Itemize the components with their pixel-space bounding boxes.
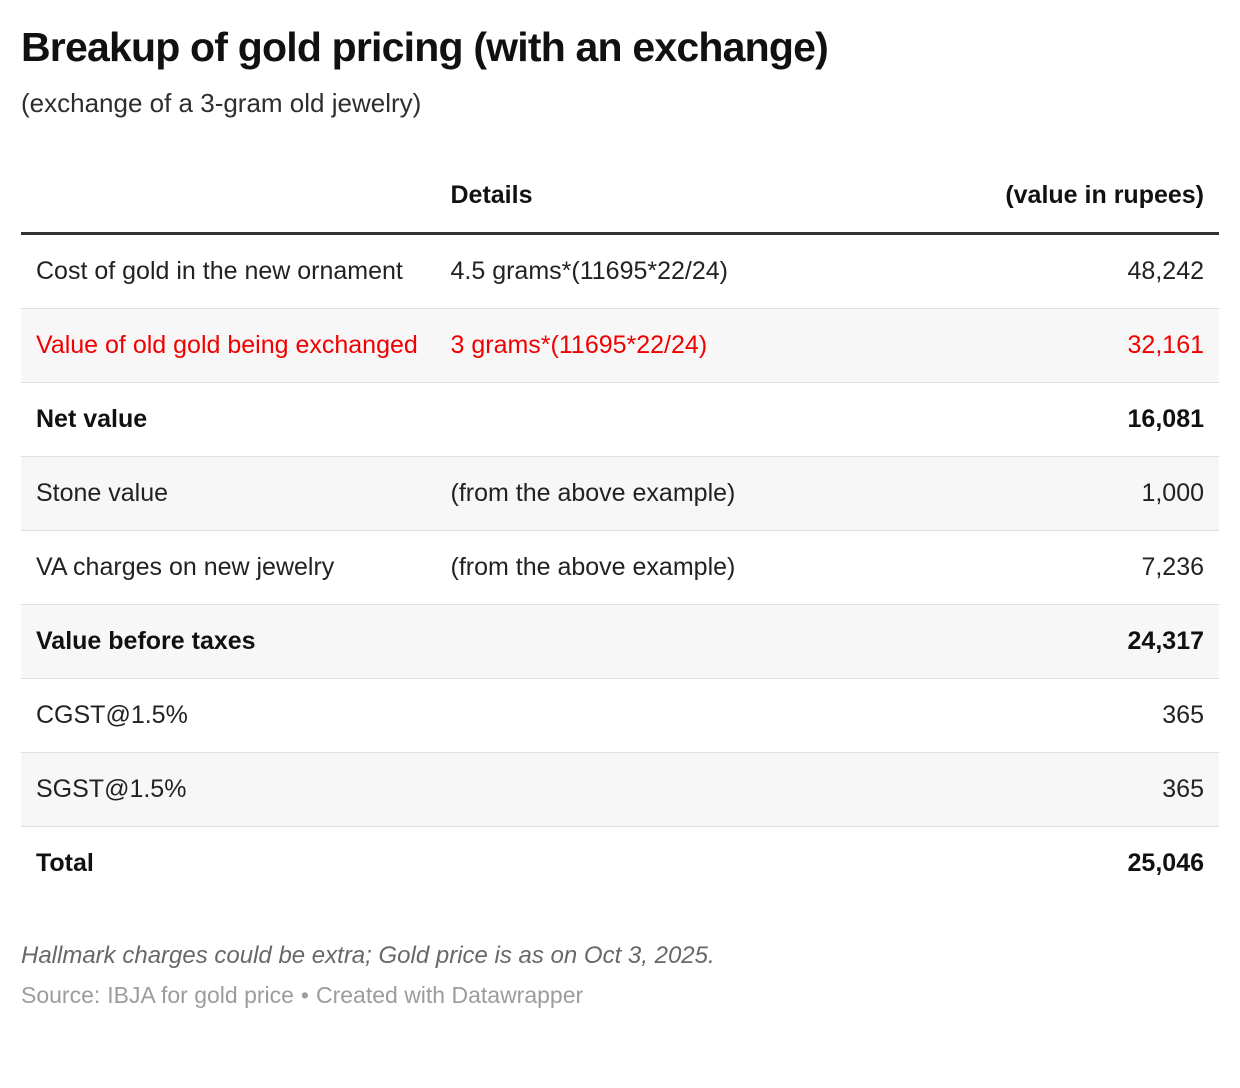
row-value: 365 bbox=[877, 677, 1219, 753]
row-label: VA charges on new jewelry bbox=[21, 529, 436, 605]
row-details: (from the above example) bbox=[435, 455, 878, 531]
table-row: CGST@1.5% 365 bbox=[21, 677, 1219, 753]
table-row: VA charges on new jewelry (from the above… bbox=[21, 529, 1219, 605]
row-label: Value of old gold being exchanged bbox=[21, 307, 436, 383]
column-header-details: Details bbox=[435, 178, 878, 235]
table-row: Stone value (from the above example) 1,000 bbox=[21, 455, 1219, 531]
row-label: SGST@1.5% bbox=[21, 751, 436, 827]
row-value: 48,242 bbox=[877, 233, 1219, 309]
column-header-value: (value in rupees) bbox=[877, 178, 1219, 235]
separator-dot: • bbox=[300, 982, 309, 1009]
source-label: Source: bbox=[21, 982, 101, 1009]
row-details bbox=[435, 677, 878, 753]
table-row: SGST@1.5% 365 bbox=[21, 751, 1219, 827]
footnote: Hallmark charges could be extra; Gold pr… bbox=[21, 941, 715, 969]
source-name: IBJA for gold price bbox=[107, 982, 294, 1009]
row-label: Total bbox=[21, 825, 436, 900]
row-value: 24,317 bbox=[877, 603, 1219, 679]
page-subtitle: (exchange of a 3-gram old jewelry) bbox=[21, 88, 422, 119]
attribution-link[interactable]: Created with Datawrapper bbox=[315, 982, 584, 1009]
column-header-item bbox=[21, 178, 436, 235]
row-label: Value before taxes bbox=[21, 603, 436, 679]
table-header-row: Details (value in rupees) bbox=[21, 178, 1219, 235]
gold-pricing-table: Details (value in rupees) Cost of gold i… bbox=[21, 178, 1219, 900]
row-label: Net value bbox=[21, 381, 436, 457]
table-row: Value of old gold being exchanged 3 grams… bbox=[21, 307, 1219, 383]
row-details bbox=[435, 603, 878, 679]
row-value: 1,000 bbox=[877, 455, 1219, 531]
row-label: Stone value bbox=[21, 455, 436, 531]
source-line: Source: IBJA for gold price • Created with … bbox=[21, 981, 1219, 1011]
row-label: Cost of gold in the new ornament bbox=[21, 233, 436, 309]
row-value: 25,046 bbox=[877, 825, 1219, 900]
row-details bbox=[435, 751, 878, 827]
row-value: 7,236 bbox=[877, 529, 1219, 605]
table-row: Cost of gold in the new ornament 4.5 gram… bbox=[21, 233, 1219, 309]
row-details bbox=[435, 825, 878, 900]
row-value: 32,161 bbox=[877, 307, 1219, 383]
row-details: (from the above example) bbox=[435, 529, 878, 605]
row-label: CGST@1.5% bbox=[21, 677, 436, 753]
row-details bbox=[435, 381, 878, 457]
page-title: Breakup of gold pricing (with an exchang… bbox=[21, 24, 829, 70]
table-row: Value before taxes 24,317 bbox=[21, 603, 1219, 679]
row-details: 4.5 grams*(11695*22/24) bbox=[435, 233, 878, 309]
row-details: 3 grams*(11695*22/24) bbox=[435, 307, 878, 383]
row-value: 365 bbox=[877, 751, 1219, 827]
table-row: Net value 16,081 bbox=[21, 381, 1219, 457]
row-value: 16,081 bbox=[877, 381, 1219, 457]
table-row: Total 25,046 bbox=[21, 825, 1219, 900]
